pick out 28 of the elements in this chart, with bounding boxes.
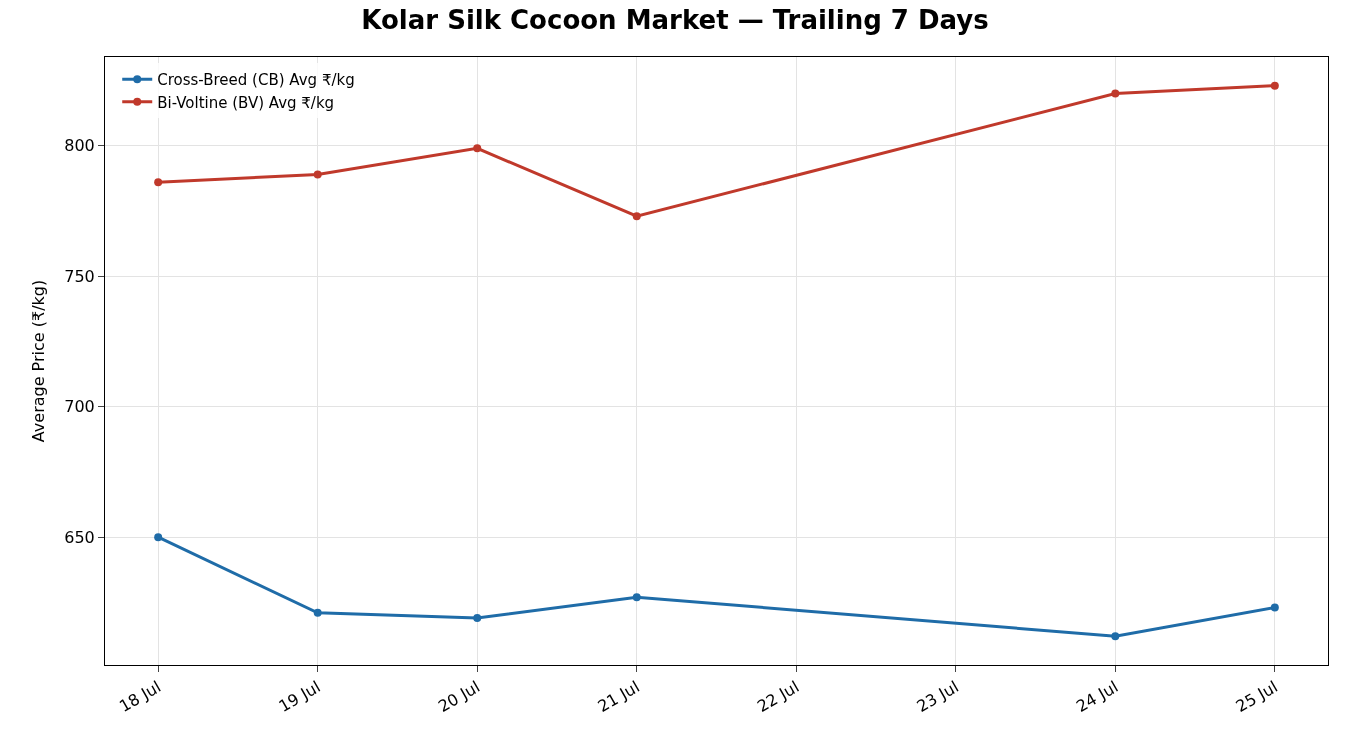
x-tick-label: 18 Jul [115, 677, 165, 716]
point [473, 614, 482, 623]
point [154, 178, 163, 187]
point [1270, 81, 1279, 90]
x-tick-label: 22 Jul [754, 677, 803, 716]
point [1111, 632, 1120, 641]
y-tick-label: 750 [64, 266, 95, 286]
legend-label: Bi-Voltine (BV) Avg ₹/kg [157, 93, 335, 112]
point [313, 170, 322, 179]
point [313, 608, 322, 617]
x-tick-label: 21 Jul [594, 677, 643, 716]
x-tick-label: 24 Jul [1073, 677, 1122, 716]
chart-title: Kolar Silk Cocoon Market — Trailing 7 Days [361, 5, 989, 36]
point [632, 593, 641, 602]
x-tick-label: 20 Jul [434, 677, 484, 716]
x-tick-label: 23 Jul [913, 677, 962, 716]
point [632, 212, 641, 221]
x-tick-label: 25 Jul [1232, 677, 1281, 716]
x-tick-label: 19 Jul [275, 677, 324, 716]
legend-label: Cross-Breed (CB) Avg ₹/kg [157, 71, 355, 90]
y-tick-label: 800 [64, 136, 95, 156]
y-tick-label: 700 [64, 397, 95, 417]
point [154, 533, 163, 542]
point [1270, 603, 1279, 612]
y-axis-title: Average Price (₹/kg) [29, 279, 49, 443]
point [1111, 89, 1120, 98]
y-tick-label: 650 [64, 527, 95, 547]
point [473, 144, 482, 153]
